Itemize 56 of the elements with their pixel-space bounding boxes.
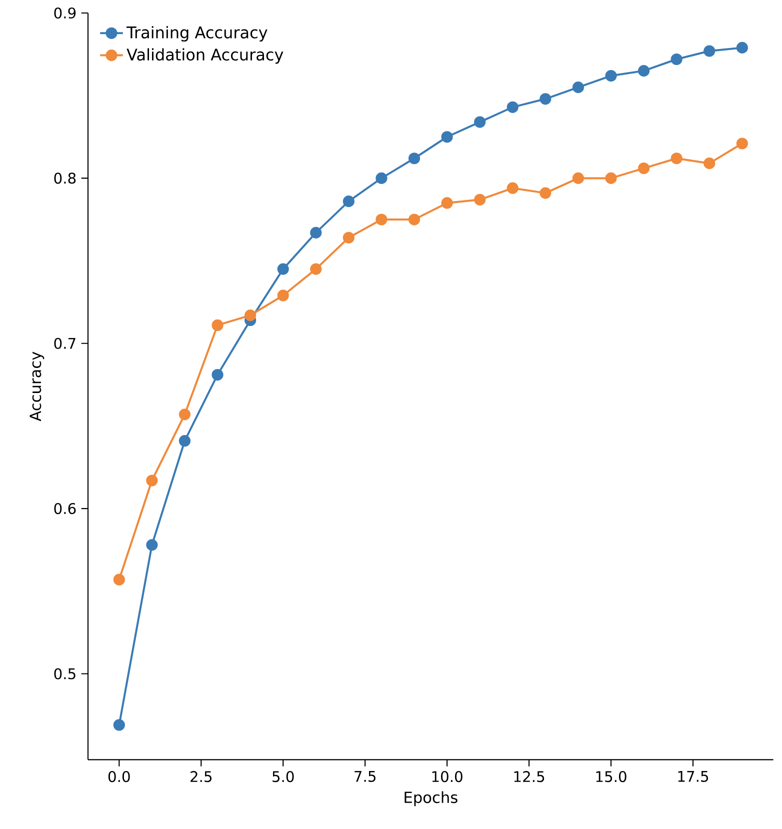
point xyxy=(638,65,650,77)
point xyxy=(277,290,289,302)
point xyxy=(605,70,617,82)
point xyxy=(212,368,224,381)
point xyxy=(310,263,322,275)
x-tick-label: 2.5 xyxy=(190,771,212,782)
y-tick-label: 0.5 xyxy=(54,668,76,680)
point xyxy=(605,172,617,184)
point xyxy=(146,539,158,551)
point xyxy=(638,162,650,174)
y-tick-label: 0.6 xyxy=(54,503,76,514)
point xyxy=(704,45,716,57)
point xyxy=(506,182,518,194)
point xyxy=(376,172,388,184)
point xyxy=(408,152,420,164)
point xyxy=(277,263,289,275)
point xyxy=(342,196,354,208)
point xyxy=(441,197,453,209)
x-tick-label: 7.5 xyxy=(354,771,376,782)
y-tick-label: 0.7 xyxy=(54,338,76,349)
point xyxy=(342,232,354,244)
legend-label: Training Accuracy xyxy=(126,26,268,42)
point xyxy=(113,574,125,586)
point xyxy=(178,408,191,420)
point xyxy=(441,131,453,143)
x-tick-label: 12.5 xyxy=(514,771,544,782)
legend-label: Validation Accuracy xyxy=(126,48,284,64)
point xyxy=(310,226,322,239)
point xyxy=(540,93,552,105)
point xyxy=(146,474,158,486)
point xyxy=(670,152,682,164)
x-tick-label: 0.0 xyxy=(108,771,130,782)
x-tick-label: 10.0 xyxy=(432,771,462,782)
point xyxy=(540,187,552,199)
point xyxy=(572,82,584,94)
point xyxy=(376,214,388,226)
point xyxy=(704,158,716,170)
point xyxy=(506,101,518,113)
point xyxy=(178,435,191,447)
point xyxy=(244,310,256,322)
point xyxy=(736,42,748,54)
y-tick-label: 0.8 xyxy=(54,172,76,184)
x-tick-label: 5.0 xyxy=(272,771,294,782)
y-axis-title: Accuracy xyxy=(30,352,44,422)
x-axis-title: Epochs xyxy=(404,791,458,806)
point xyxy=(113,719,125,731)
point xyxy=(408,214,420,226)
y-tick-label: 0.9 xyxy=(54,7,76,19)
x-tick-label: 17.5 xyxy=(678,771,708,782)
point xyxy=(736,138,748,150)
x-tick-label: 15.0 xyxy=(596,771,626,782)
point xyxy=(670,53,682,66)
point xyxy=(212,319,224,332)
point xyxy=(572,172,584,184)
point xyxy=(474,194,486,206)
point xyxy=(474,116,486,128)
